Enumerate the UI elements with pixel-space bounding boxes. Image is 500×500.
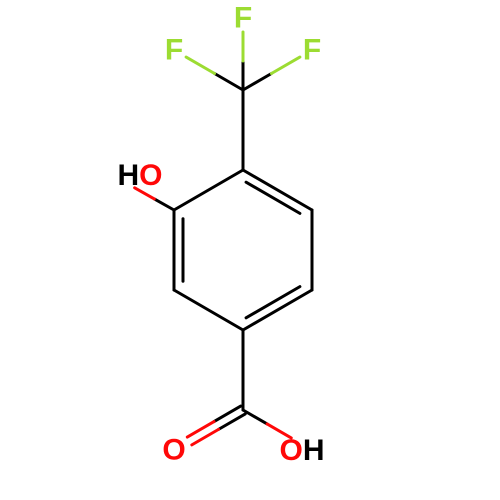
bond	[154, 199, 174, 210]
bond	[215, 74, 243, 90]
bond	[174, 290, 243, 330]
atom-label-ho: HO	[117, 159, 162, 192]
atom-label: F	[303, 34, 321, 67]
bond	[243, 74, 271, 90]
atom-label: F	[165, 34, 183, 67]
bond	[174, 170, 243, 210]
bond	[186, 57, 214, 73]
bond	[271, 57, 299, 73]
bond	[243, 170, 312, 210]
bond	[243, 290, 312, 330]
molecule-canvas: O OH HO F F F	[0, 0, 500, 500]
atom-label-oh: OH	[279, 434, 324, 467]
atom-label: F	[234, 2, 252, 35]
atom-label: O	[162, 434, 185, 467]
bond	[243, 410, 267, 424]
